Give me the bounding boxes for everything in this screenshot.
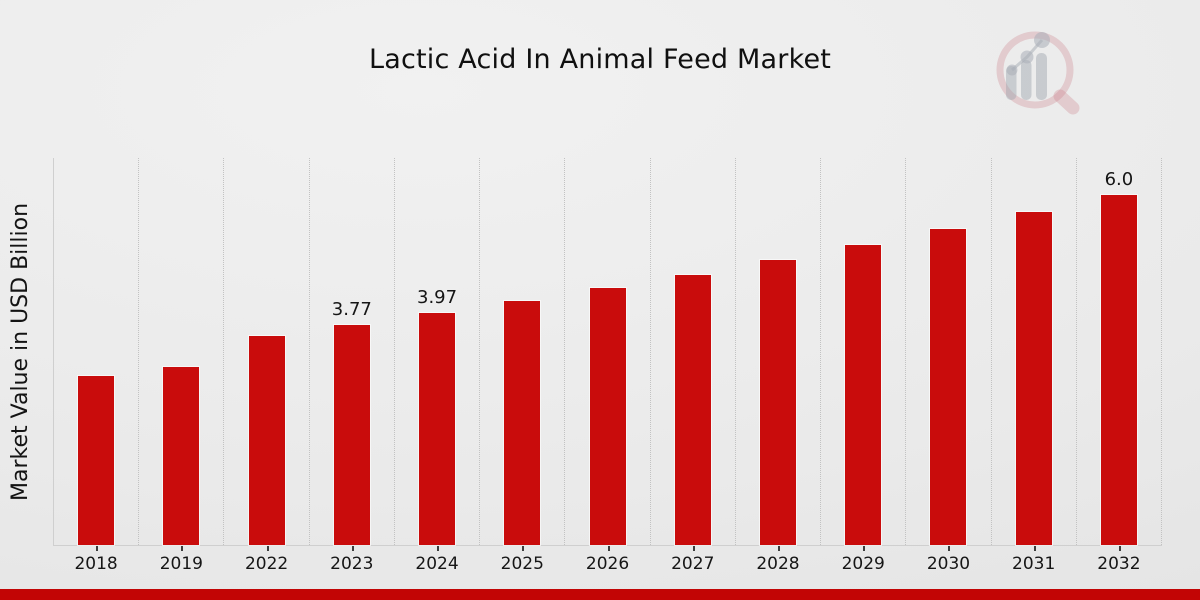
x-axis-tick <box>266 546 269 551</box>
magnifier-icon <box>996 31 1080 115</box>
x-axis-tick <box>1118 546 1121 551</box>
x-axis-tick <box>1033 546 1036 551</box>
x-axis-tick <box>863 546 866 551</box>
bar-2018 <box>78 376 115 545</box>
x-axis-label-2023: 2023 <box>330 554 374 574</box>
bar-2027 <box>674 275 711 545</box>
bar-2032 <box>1100 195 1137 545</box>
bar-2031 <box>1015 212 1052 545</box>
x-axis-label-2027: 2027 <box>671 554 715 574</box>
category-slot-2023: 3.77 2023 <box>310 158 395 574</box>
category-slot-2030: 2030 <box>906 158 992 574</box>
bar-chart-plot-area: 2018 2019 2022 3.77 2023 3.97 2024 2025 2026 2027… <box>53 158 1163 574</box>
bar-2022 <box>248 336 285 545</box>
x-axis-label-2032: 2032 <box>1097 554 1141 574</box>
x-axis-label-2030: 2030 <box>926 554 971 574</box>
bar-2023 <box>333 325 370 545</box>
page-title: Lactic Acid In Animal Feed Market <box>368 44 832 75</box>
x-axis-tick <box>692 546 695 551</box>
x-axis-label-2028: 2028 <box>756 554 800 574</box>
x-axis-tick <box>522 546 525 551</box>
bar-value-label-2023: 3.77 <box>331 299 372 320</box>
category-slot-2022: 2022 <box>224 158 310 574</box>
x-axis-tick <box>351 546 354 551</box>
category-slot-2026: 2026 <box>565 158 651 574</box>
bar-value-label-2032: 6.0 <box>1104 169 1134 190</box>
x-axis-tick <box>437 546 440 551</box>
category-slot-2032: 6.0 2032 <box>1077 158 1163 574</box>
bar-2025 <box>504 301 541 545</box>
bar-2028 <box>759 260 796 545</box>
category-slots: 2018 2019 2022 3.77 2023 3.97 2024 2025 2026 2027… <box>54 158 1163 574</box>
trend-dots-icon <box>1006 32 1050 76</box>
category-slot-2028: 2028 <box>736 158 822 574</box>
x-axis-tick <box>777 546 780 551</box>
bar-2029 <box>845 245 882 545</box>
category-slot-2019: 2019 <box>139 158 225 574</box>
x-axis-tick <box>948 546 951 551</box>
x-axis-tick <box>181 546 184 551</box>
x-axis-label-2022: 2022 <box>244 554 289 574</box>
x-axis-tick <box>607 546 610 551</box>
x-axis-label-2024: 2024 <box>415 554 459 574</box>
x-axis-label-2031: 2031 <box>1012 554 1056 574</box>
bar-2030 <box>930 229 967 545</box>
footer-accent-bar <box>0 589 1200 600</box>
category-slot-2018: 2018 <box>54 158 140 574</box>
category-slot-2027: 2027 <box>651 158 736 574</box>
category-slot-2025: 2025 <box>480 158 566 574</box>
x-axis-label-2029: 2029 <box>841 554 885 574</box>
x-axis-label-2018: 2018 <box>74 554 118 574</box>
bar-2026 <box>589 288 626 545</box>
category-slot-2029: 2029 <box>821 158 907 574</box>
x-axis-label-2025: 2025 <box>500 554 544 574</box>
x-axis-label-2026: 2026 <box>585 554 630 574</box>
x-axis-tick <box>96 546 99 551</box>
brand-logo-watermark <box>996 31 1080 115</box>
y-axis-label: Market Value in USD Billion <box>8 202 33 501</box>
bar-2019 <box>163 367 200 545</box>
x-axis-label-2019: 2019 <box>159 554 203 574</box>
bar-2024 <box>419 313 456 545</box>
category-slot-2031: 2031 <box>992 158 1077 574</box>
category-slot-2024: 3.97 2024 <box>395 158 481 574</box>
bar-value-label-2024: 3.97 <box>417 287 458 308</box>
